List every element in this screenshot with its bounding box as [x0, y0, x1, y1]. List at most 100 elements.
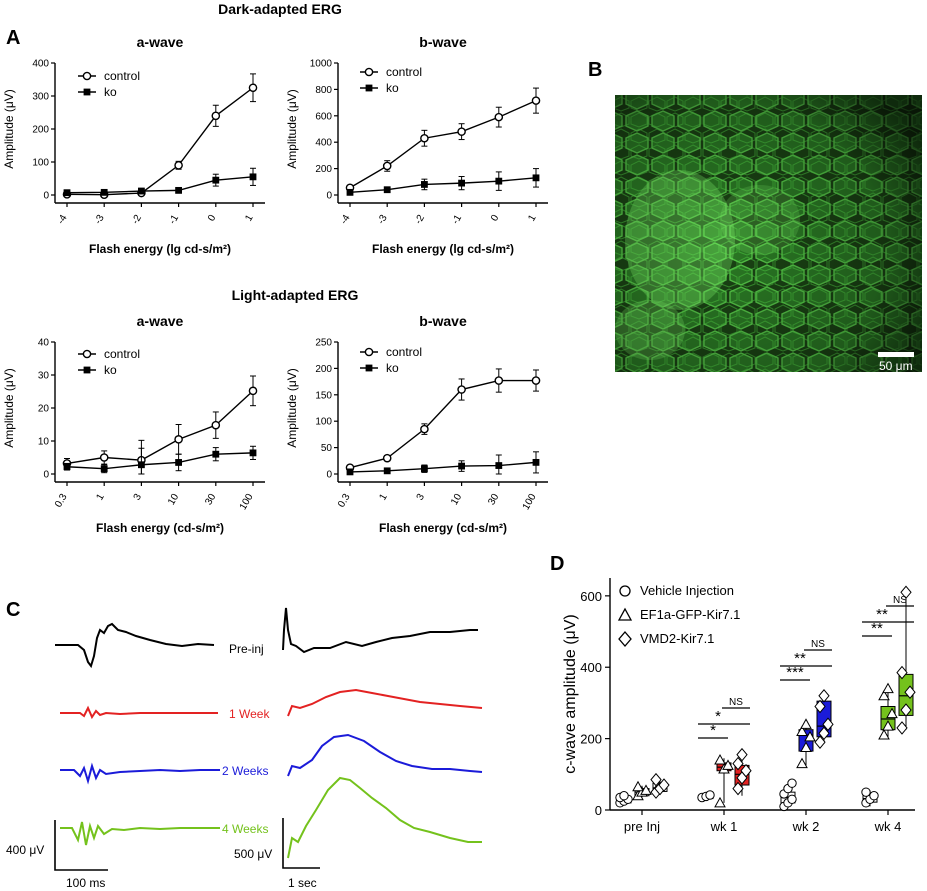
y-tick-label: 200: [315, 364, 332, 375]
point-ko: [63, 463, 71, 471]
y-tick-label: 0: [595, 803, 602, 818]
point-ko: [100, 465, 108, 473]
point-vmd2: [732, 781, 744, 796]
scale-bar-a: [54, 820, 108, 871]
x-tick-label: 3: [415, 492, 428, 503]
x-tick-label: -2: [413, 213, 427, 227]
point-ko: [346, 468, 354, 476]
y-tick-label: 50: [321, 443, 333, 454]
point-vmd2: [822, 717, 834, 732]
point-vehicle: [705, 790, 715, 800]
point-ef1a: [882, 720, 894, 731]
significance-label: **: [876, 606, 888, 623]
point-vmd2: [900, 585, 912, 600]
point-vmd2: [900, 703, 912, 717]
point-vehicle: [619, 791, 629, 801]
y-tick-label: 0: [43, 470, 49, 481]
significance-wk-1: ** NS: [698, 697, 750, 739]
point-ef1a: [796, 725, 808, 736]
y-tick-label: 0: [43, 191, 49, 202]
chart-light_b: b-wave 0 50 100 150 200 250 0.3 1 3 10 30 100 Amplitu…: [285, 313, 548, 535]
significance-wk-2: ***** NS: [780, 639, 832, 681]
significance-wk-4: **** NS: [862, 595, 914, 637]
x-tick-label: 30: [203, 492, 218, 508]
legend-marker-vmd2: [618, 631, 632, 647]
point-control: [531, 96, 541, 105]
series-line-control: [349, 99, 537, 189]
trace-label-4-weeks: 4 Weeks: [222, 822, 268, 836]
trace-4-weeks-slow: [287, 776, 482, 859]
series-control: control: [62, 347, 258, 475]
significance-label: **: [871, 620, 883, 637]
point-vmd2: [736, 747, 748, 762]
legend-marker: [82, 71, 92, 81]
x-tick-label: 30: [486, 492, 501, 508]
legend-label: ko: [386, 81, 399, 95]
point-ko: [495, 177, 503, 185]
point-ko: [249, 173, 257, 181]
series-ko: ko: [346, 81, 540, 196]
point-vmd2: [658, 778, 670, 792]
legend-label: ko: [104, 363, 117, 377]
point-control: [494, 376, 504, 385]
scale-b-amplitude: 500 μV: [234, 847, 272, 861]
dark-adapted-header: Dark-adapted ERG: [218, 1, 342, 17]
chart-title: a-wave: [137, 313, 184, 329]
point-ef1a: [714, 796, 726, 808]
scale-b-time: 1 sec: [288, 876, 317, 890]
point-ko: [212, 176, 220, 184]
legend-label: control: [104, 69, 140, 83]
point-ef1a: [714, 754, 726, 765]
y-tick-label: 40: [38, 338, 50, 349]
legend-label: control: [104, 347, 140, 361]
chart-title: a-wave: [137, 34, 184, 50]
legend-marker: [365, 364, 373, 372]
point-vmd2: [814, 735, 826, 749]
legend-marker: [83, 366, 91, 374]
y-tick-label: 0: [326, 191, 332, 202]
x-tick-label: 0: [489, 213, 502, 224]
y-tick-label: 100: [315, 417, 332, 428]
x-tick-label: 10: [166, 492, 181, 508]
legend: Vehicle Injection EF1a-GFP-Kir7.1 VMD2-Kir…: [617, 583, 740, 647]
point-vmd2: [818, 689, 830, 703]
point-vehicle: [787, 794, 797, 804]
chart-title: b-wave: [419, 34, 467, 50]
point-ko: [138, 461, 145, 469]
panel-label-a: A: [6, 27, 20, 49]
legend-label: control: [386, 65, 422, 79]
significance-label: NS: [811, 639, 825, 650]
legend-label: VMD2-Kir7.1: [640, 631, 714, 646]
y-tick-label: 800: [315, 85, 332, 96]
panel-label-d: D: [550, 553, 564, 575]
y-tick-label: 200: [315, 164, 332, 175]
y-tick-label: 600: [315, 111, 332, 122]
legend-marker: [83, 88, 91, 96]
group-wk-1: wk 1: [697, 747, 752, 834]
point-ef1a: [878, 729, 890, 740]
y-tick-label: 400: [580, 660, 602, 675]
point-ko: [421, 181, 428, 188]
point-ef1a: [878, 689, 890, 701]
legend-marker: [364, 67, 374, 77]
series-ko: ko: [346, 361, 540, 476]
point-control: [248, 83, 258, 93]
trace-label-2-weeks: 2 Weeks: [222, 764, 268, 778]
significance-label: ***: [786, 664, 804, 681]
x-tick-label: 0.3: [336, 492, 353, 510]
point-vmd2: [740, 763, 752, 778]
significance-label: **: [794, 650, 806, 667]
x-tick-label: 1: [526, 213, 539, 224]
scale-a-time: 100 ms: [66, 876, 105, 890]
x-tick-label: -1: [450, 213, 464, 227]
x-tick-label: pre Inj: [624, 819, 660, 834]
point-control: [457, 127, 466, 136]
x-tick-label: -4: [56, 213, 70, 227]
group-wk-2: wk 2: [779, 689, 834, 834]
point-control: [420, 133, 429, 143]
y-tick-label: 0: [326, 470, 332, 481]
trace-label-1-week: 1 Week: [229, 707, 270, 721]
series-line-ko: [66, 176, 254, 194]
x-axis-label: Flash energy (lg cd-s/m²): [89, 242, 231, 256]
trace-2-weeks-fast: [60, 762, 220, 785]
